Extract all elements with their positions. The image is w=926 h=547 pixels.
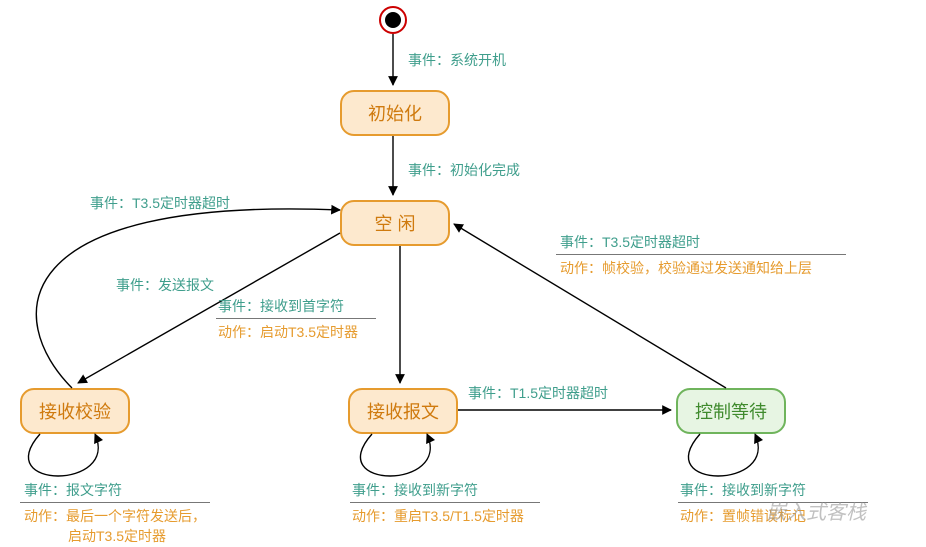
label-l7: 事件：T1.5定时器超时 (468, 383, 608, 404)
label-l8: 事件：T3.5定时器超时 (560, 232, 700, 253)
state-init: 初始化 (340, 90, 450, 136)
state-idle: 空 闲 (340, 200, 450, 246)
label-l12: 事件：接收到新字符 (352, 480, 478, 501)
label-l4: 事件：发送报文 (116, 275, 214, 296)
label-underline (350, 502, 540, 503)
label-l3: 事件：T3.5定时器超时 (90, 193, 230, 214)
label-l5: 事件：接收到首字符 (218, 296, 344, 317)
edge-e_rxchk_loop (28, 434, 98, 476)
initial-state-inner (385, 12, 401, 28)
state-ctrl: 控制等待 (676, 388, 786, 434)
state-rxmsg: 接收报文 (348, 388, 458, 434)
label-underline (216, 318, 376, 319)
label-l11: 动作：最后一个字符发送后， (24, 506, 206, 527)
label-underline (20, 502, 210, 503)
label-l2: 事件：初始化完成 (408, 160, 520, 181)
label-l9: 动作：帧校验，校验通过发送通知给上层 (560, 258, 812, 279)
state-rxchk: 接收校验 (20, 388, 130, 434)
state-ctrl-label: 控制等待 (695, 398, 767, 424)
label-l6: 动作：启动T3.5定时器 (218, 322, 358, 343)
edge-e_ctrl_loop (688, 434, 758, 476)
label-l1: 事件：系统开机 (408, 50, 506, 71)
label-l11b: 启动T3.5定时器 (68, 526, 166, 547)
label-l13: 动作：重启T3.5/T1.5定时器 (352, 506, 524, 527)
label-underline (556, 254, 846, 255)
watermark: 嵌入式客栈 (766, 496, 866, 525)
state-init-label: 初始化 (368, 100, 422, 126)
state-rxchk-label: 接收校验 (39, 398, 111, 424)
label-l10: 事件：报文字符 (24, 480, 122, 501)
state-idle-label: 空 闲 (374, 210, 415, 236)
state-rxmsg-label: 接收报文 (367, 398, 439, 424)
edge-e_rxmsg_loop (360, 434, 430, 476)
